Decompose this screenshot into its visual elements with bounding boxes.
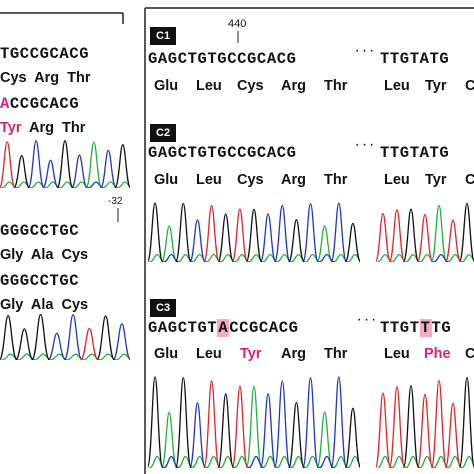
left-aa-row1: Cys Arg Thr: [0, 70, 91, 86]
trace-a: [1, 141, 130, 188]
left-position-tick: [117, 208, 119, 222]
left-mutated-base: A: [0, 95, 10, 113]
c2-aa-leu2: Leu: [384, 172, 410, 188]
c2-aa-leu: Leu: [196, 172, 222, 188]
trace-t: [203, 380, 249, 468]
left-aa-row3: Gly Ala Cys: [0, 247, 89, 263]
c3-seq-right: TTGTTTG: [380, 319, 451, 337]
c3-mutated-base-1: A: [217, 319, 230, 337]
c3-seq-ellipsis: ···: [356, 315, 378, 327]
chromatogram-c2-right: [376, 202, 474, 262]
trace-c: [163, 202, 348, 262]
left-aa-row2-rest: Arg Thr: [21, 120, 86, 136]
trace-t: [203, 205, 249, 262]
c2-aa-thr: Thr: [324, 172, 348, 188]
c3-aa-c: C: [465, 346, 474, 362]
c1-aa-glu: Glu: [154, 78, 179, 94]
trace-c: [163, 376, 348, 468]
c3-aa-leu: Leu: [196, 346, 222, 362]
left-mutated-aa: Tyr: [0, 120, 22, 136]
trace-t: [79, 327, 99, 360]
trace-g: [148, 202, 360, 262]
c2-aa-arg: Arg: [281, 172, 306, 188]
c1-seq-ellipsis: ···: [354, 46, 376, 58]
c3-aa-phe-mutant: Phe: [424, 346, 451, 362]
c1-aa-leu2: Leu: [384, 78, 410, 94]
panel-label-c3: C3: [150, 299, 177, 317]
panel-label-c2: C2: [150, 124, 177, 142]
trace-g: [13, 140, 130, 188]
trace-a: [149, 225, 360, 262]
c2-seq-right: TTGTATG: [380, 144, 450, 162]
c3-seq-left-pre: GAGCTGT: [148, 319, 218, 337]
chromatogram-c2-left: [148, 202, 360, 262]
left-aa-row4: Gly Ala Cys: [0, 297, 89, 313]
c1-aa-cys: Cys: [237, 78, 264, 94]
trace-t: [376, 208, 462, 262]
trace-a: [377, 455, 474, 468]
trace-g: [402, 376, 474, 468]
c2-seq-left: GAGCTGTGCCGCACG: [148, 144, 297, 162]
c2-aa-cys: Cys: [237, 172, 264, 188]
trace-g: [0, 313, 116, 360]
c3-seq-left-post: CCGCACG: [229, 319, 299, 337]
left-seq-row1: TGCCGCACG: [0, 45, 90, 63]
trace-c: [433, 253, 449, 262]
c3-aa-leu2: Leu: [384, 346, 410, 362]
left-seq-row4: GGGCCTGC: [0, 272, 80, 290]
trace-c: [47, 313, 130, 360]
left-seq-row3: GGGCCTGC: [0, 222, 80, 240]
c1-seq-left: GAGCTGTGCCGCACG: [148, 50, 297, 68]
c3-seq-right-pre: TTGT: [380, 319, 420, 337]
left-aa-row2: Tyr Arg Thr: [0, 120, 85, 136]
c1-seq-right: TTGTATG: [380, 50, 450, 68]
trace-t: [0, 141, 16, 188]
trace-a: [377, 204, 474, 262]
chromatogram-left-1: [0, 139, 130, 188]
c2-aa-c: C: [465, 172, 474, 188]
right-panel-frame: [144, 7, 474, 474]
c1-aa-leu: Leu: [196, 78, 222, 94]
trace-t: [376, 379, 462, 468]
chromatogram-c3-right: [376, 376, 474, 468]
left-top-bracket: [0, 12, 124, 24]
c1-position-tick: [237, 31, 239, 43]
c1-aa-thr: Thr: [324, 78, 348, 94]
left-position-label: -32: [108, 196, 123, 207]
trace-c: [27, 139, 117, 188]
chromatogram-left-2: [0, 313, 130, 360]
c2-seq-ellipsis: ···: [354, 140, 376, 152]
c3-aa-thr: Thr: [324, 346, 348, 362]
c1-aa-c: C: [465, 78, 474, 94]
c3-aa-glu: Glu: [154, 346, 179, 362]
left-seq-row2: ACCGCACG: [0, 95, 79, 113]
c2-aa-tyr: Tyr: [425, 172, 447, 188]
chromatogram-c3-left: [148, 376, 360, 468]
c1-position-label: 440: [228, 18, 247, 30]
c3-seq-left: GAGCTGTACCGCACG: [148, 319, 299, 337]
c3-mutated-base-2: T: [419, 319, 432, 337]
c1-aa-arg: Arg: [281, 78, 306, 94]
c3-seq-right-post: TG: [431, 319, 452, 337]
trace-g: [402, 202, 474, 262]
c1-aa-tyr: Tyr: [425, 78, 447, 94]
c3-aa-tyr-mutant: Tyr: [240, 346, 262, 362]
panel-label-c1: C1: [150, 27, 177, 45]
left-seq-row2-rest: CCGCACG: [9, 95, 80, 113]
trace-a: [1, 353, 130, 360]
trace-g: [148, 376, 360, 468]
c2-aa-glu: Glu: [154, 172, 179, 188]
c3-aa-arg: Arg: [281, 346, 306, 362]
trace-a: [149, 385, 360, 468]
